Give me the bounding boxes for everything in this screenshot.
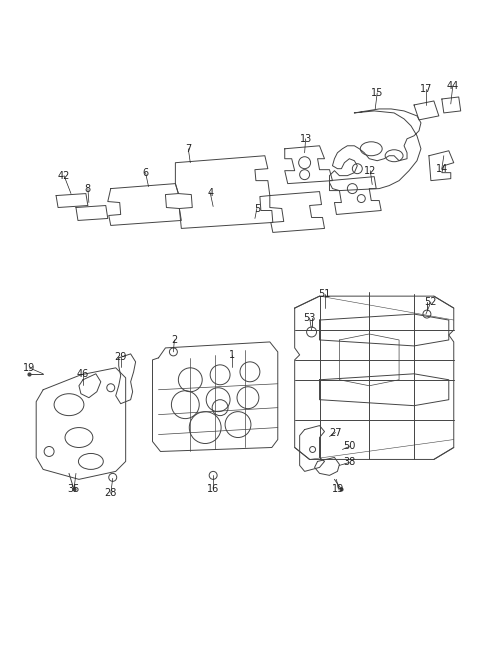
Text: 42: 42 [58,171,70,181]
Text: 2: 2 [171,335,178,345]
Text: 28: 28 [105,488,117,498]
Text: 27: 27 [329,428,342,438]
Text: 52: 52 [425,297,437,307]
Text: 16: 16 [207,484,219,495]
Text: 14: 14 [436,164,448,174]
Text: 46: 46 [77,369,89,379]
Text: 50: 50 [343,441,356,451]
Text: 4: 4 [207,187,213,198]
Text: 19: 19 [23,363,36,373]
Text: 6: 6 [143,168,149,178]
Text: 1: 1 [229,350,235,360]
Text: 17: 17 [420,84,432,94]
Text: 44: 44 [446,81,459,91]
Text: 7: 7 [185,143,192,154]
Text: 13: 13 [300,134,312,144]
Text: 5: 5 [254,204,260,214]
Text: 29: 29 [115,352,127,362]
Text: 53: 53 [303,313,316,323]
Text: 51: 51 [318,289,331,299]
Text: 15: 15 [371,88,384,98]
Text: 35: 35 [68,484,80,495]
Text: 38: 38 [343,457,356,468]
Text: 12: 12 [364,166,376,176]
Text: 19: 19 [332,484,345,495]
Text: 8: 8 [85,183,91,194]
